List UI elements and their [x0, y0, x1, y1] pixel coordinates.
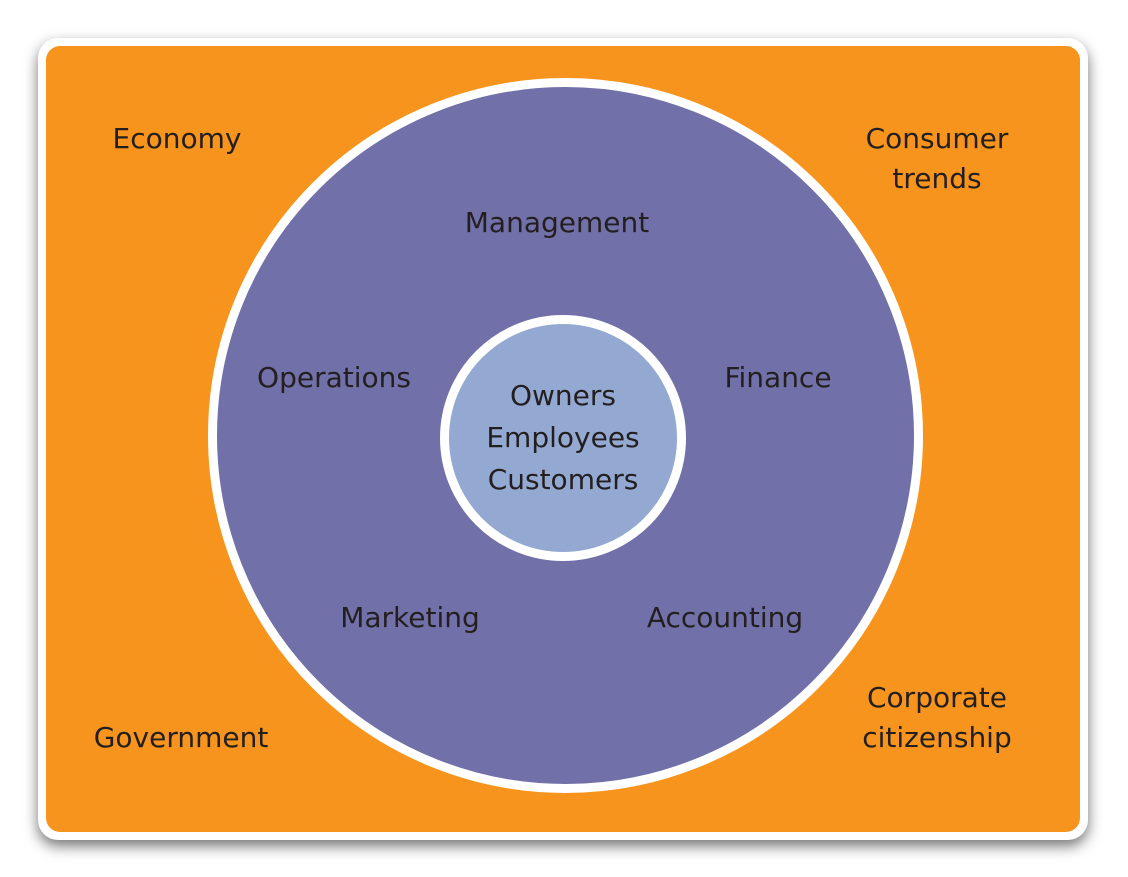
- label-accounting: Accounting: [646, 601, 804, 634]
- core-stakeholders-circle: [440, 315, 686, 561]
- core-stakeholders-labels: Owners Employees Customers: [486, 375, 639, 501]
- label-consumer-trends-line-2: trends: [892, 162, 982, 195]
- label-corporate-citizenship-line-2: citizenship: [862, 721, 1012, 754]
- label-marketing: Marketing: [340, 601, 480, 634]
- label-customers: Customers: [487, 463, 639, 496]
- label-government: Government: [93, 721, 269, 754]
- label-consumer-trends: Consumer trends: [866, 119, 1009, 199]
- label-owners: Owners: [509, 379, 617, 412]
- label-operations: Operations: [257, 361, 411, 394]
- label-economy: Economy: [112, 122, 242, 155]
- label-corporate-citizenship-line-1: Corporate: [867, 681, 1007, 714]
- label-employees: Employees: [486, 421, 640, 454]
- business-functions-ring: [208, 78, 923, 793]
- label-consumer-trends-line-1: Consumer: [865, 122, 1009, 155]
- label-finance: Finance: [724, 361, 832, 394]
- label-management: Management: [464, 206, 650, 239]
- label-corporate-citizenship: Corporate citizenship: [862, 678, 1012, 758]
